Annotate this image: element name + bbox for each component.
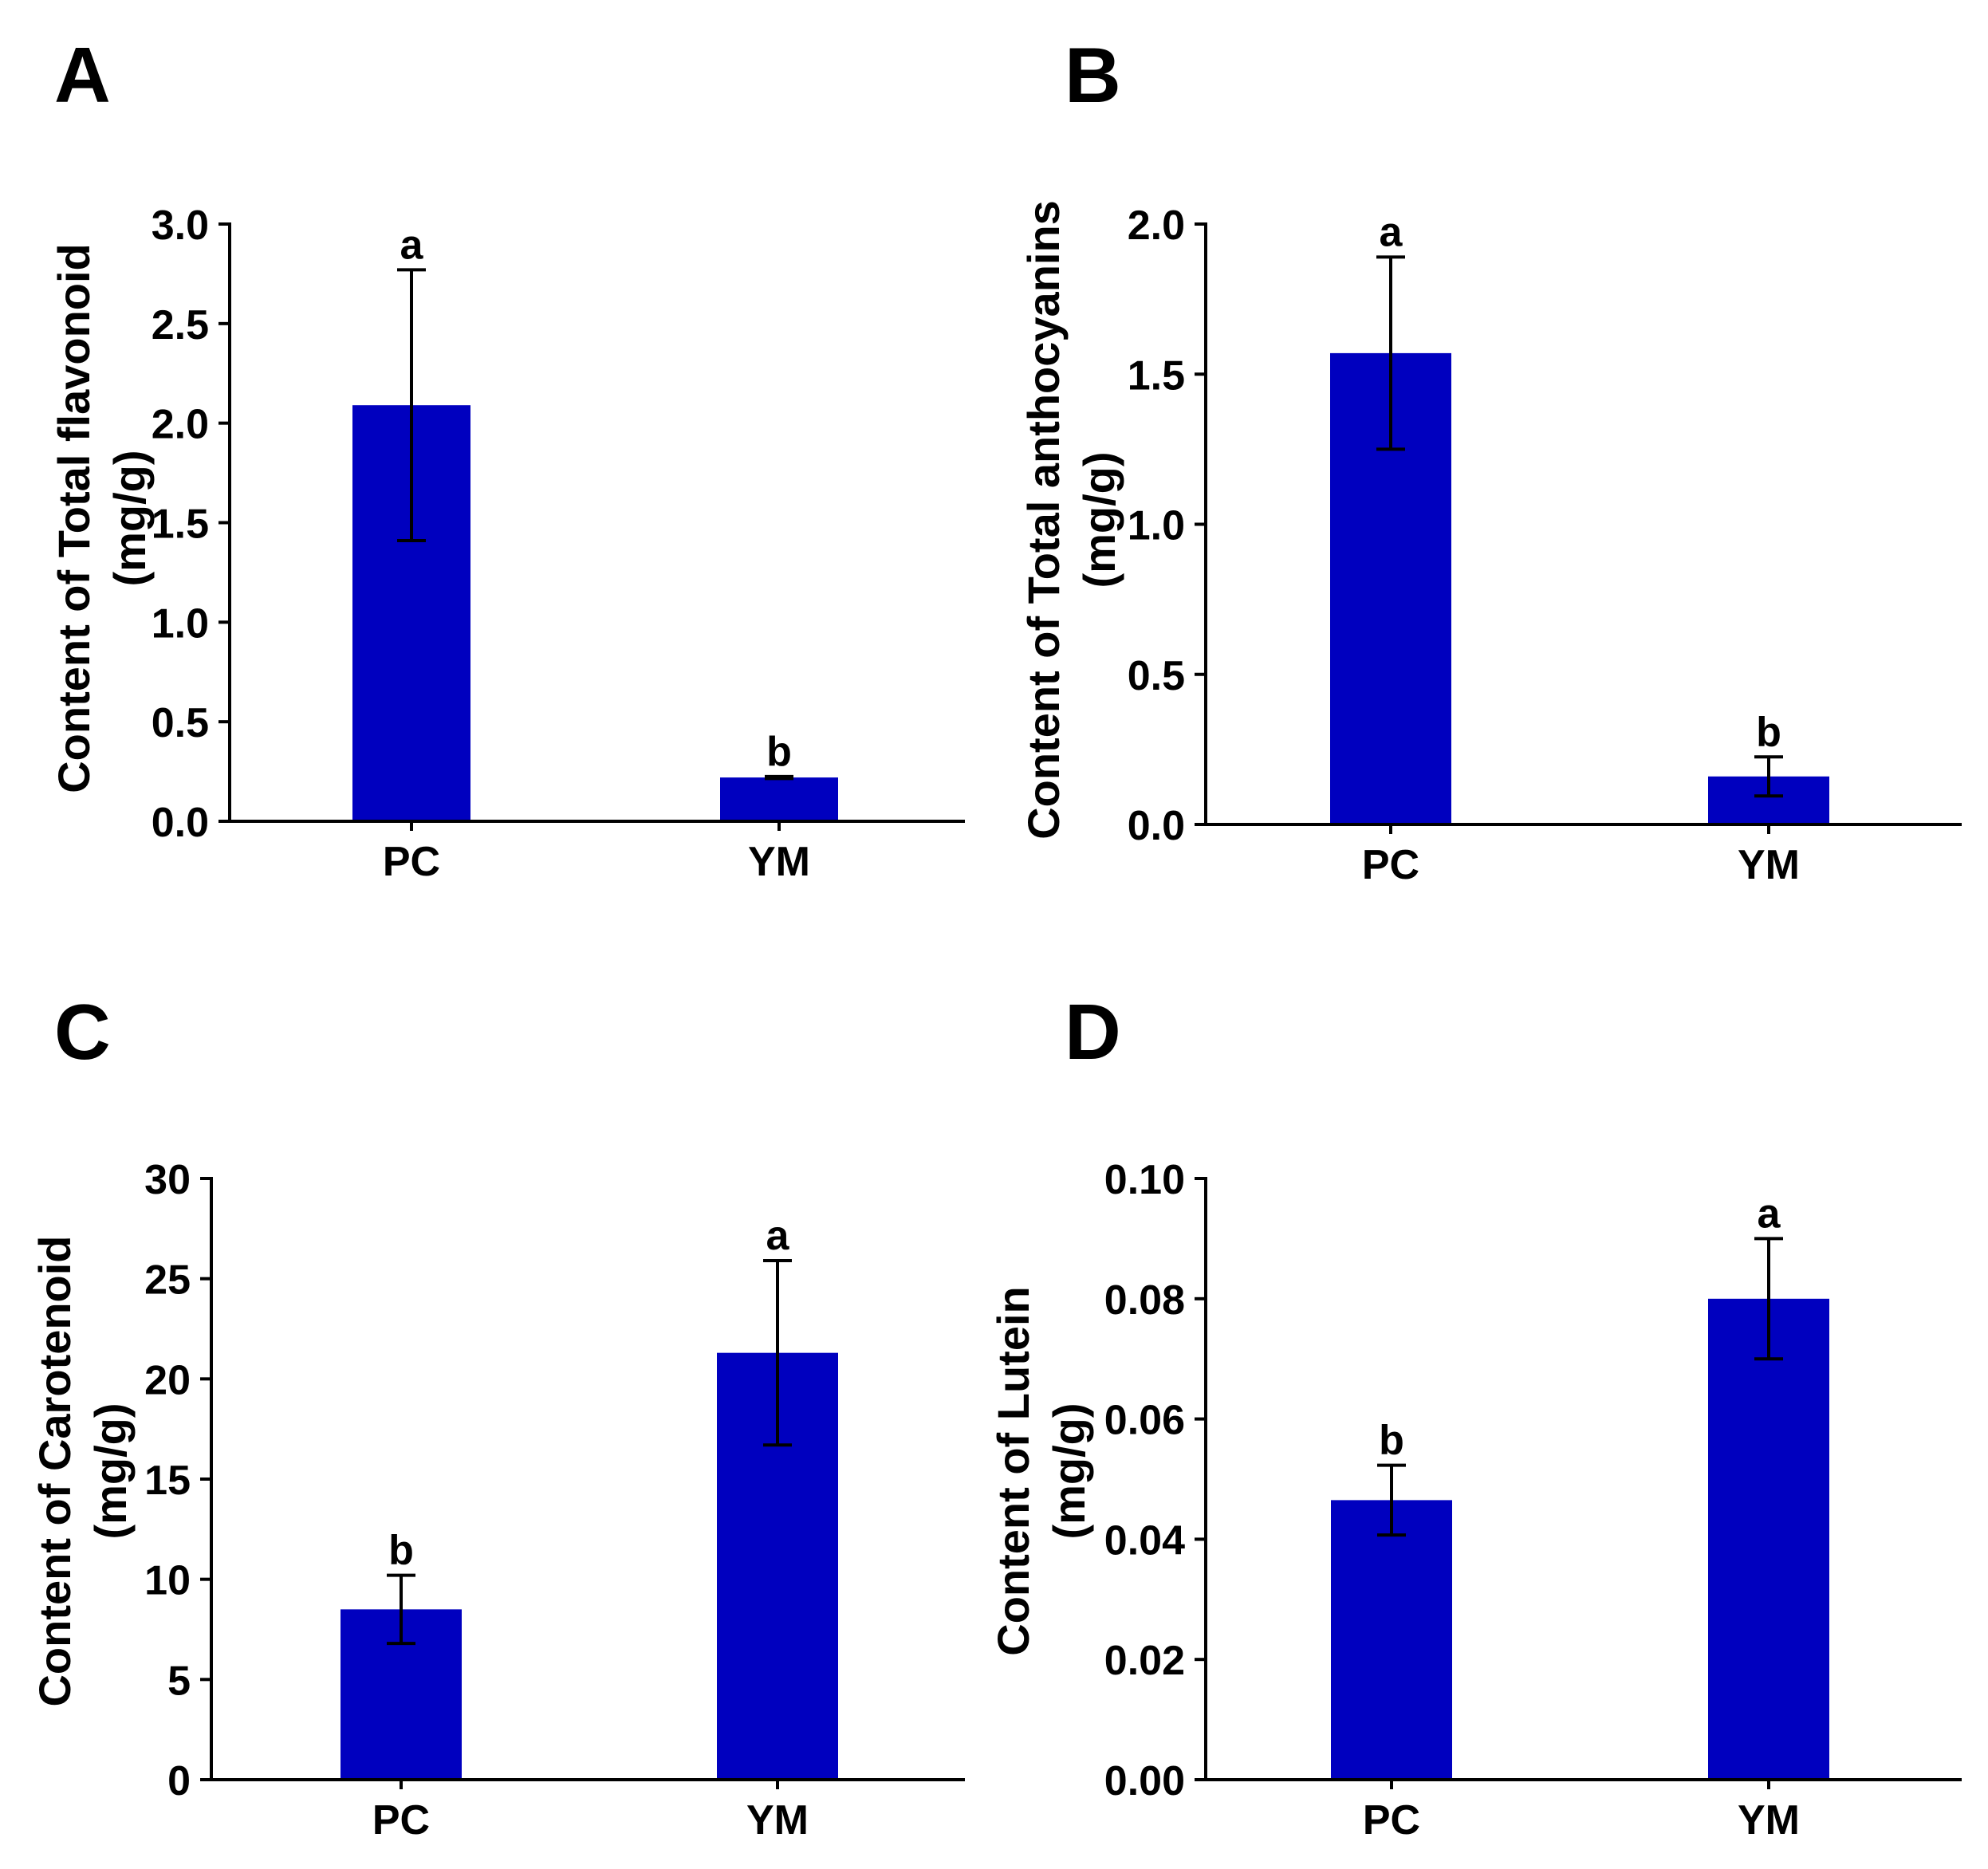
y-tick-label-b: 0.5 <box>1128 653 1185 699</box>
y-tick-label-a: 0.0 <box>152 800 209 846</box>
panel-label-a: A <box>54 31 111 119</box>
x-tick-label-c-ym: YM <box>746 1797 809 1843</box>
y-axis-unit-a: (mg/g) <box>104 450 155 586</box>
x-tick-label-a-pc: PC <box>383 839 440 885</box>
x-tick-label-b-ym: YM <box>1738 842 1800 888</box>
panel-label-b: B <box>1065 31 1121 119</box>
panel-c: C Content of Carotenoid (mg/g) 0 5 10 15 20 2… <box>30 988 965 1843</box>
y-tick-label-d: 0.00 <box>1104 1758 1185 1804</box>
y-axis-unit-d: (mg/g) <box>1044 1403 1094 1539</box>
panel-a: A Content of Total flavonoid (mg/g) 0.00… <box>49 31 965 885</box>
significance-label-d-pc: b <box>1379 1418 1404 1464</box>
bar-d-ym <box>1708 1298 1829 1780</box>
y-tick-label-d: 0.04 <box>1104 1517 1185 1564</box>
y-tick-label-b: 1.5 <box>1128 352 1185 399</box>
plot-area-c: 0 5 10 15 20 25 30 PC YM b a <box>144 1157 965 1843</box>
y-axis-title-d: Content of Lutein <box>988 1286 1038 1655</box>
y-tick-label-c: 15 <box>144 1458 191 1504</box>
significance-label-c-pc: b <box>388 1528 414 1574</box>
significance-label-a-ym: b <box>766 729 792 775</box>
y-tick-label-d: 0.10 <box>1104 1157 1185 1203</box>
x-tick-label-d-pc: PC <box>1363 1797 1420 1843</box>
y-tick-label-d: 0.02 <box>1104 1638 1185 1684</box>
y-tick-label-a: 3.0 <box>152 203 209 249</box>
y-axis-title-a: Content of Total flavonoid <box>49 243 99 793</box>
panel-b: B Content of Total anthocyanins (mg/g) 0… <box>1018 31 1962 888</box>
y-axis-unit-c: (mg/g) <box>85 1403 136 1539</box>
x-tick-label-b-pc: PC <box>1362 842 1419 888</box>
y-axis-title-b: Content of Total anthocyanins <box>1018 200 1069 840</box>
y-tick-label-a: 1.5 <box>152 502 209 548</box>
y-tick-label-c: 25 <box>144 1257 191 1304</box>
y-tick-label-c: 20 <box>144 1357 191 1403</box>
bar-a-ym <box>720 777 838 821</box>
y-tick-label-a: 0.5 <box>152 700 209 746</box>
significance-label-c-ym: a <box>766 1213 790 1259</box>
significance-label-b-ym: b <box>1756 709 1781 755</box>
y-tick-label-c: 30 <box>144 1157 191 1203</box>
y-tick-label-a: 1.0 <box>152 600 209 647</box>
x-tick-label-d-ym: YM <box>1738 1797 1800 1843</box>
x-tick-label-a-ym: YM <box>748 839 810 885</box>
plot-area-d: 0.00 0.02 0.04 0.06 0.08 0.10 PC YM b a <box>1104 1157 1962 1843</box>
y-tick-label-c: 10 <box>144 1558 191 1604</box>
y-tick-label-b: 1.0 <box>1128 503 1185 549</box>
y-tick-label-b: 0.0 <box>1128 803 1185 849</box>
y-tick-label-d: 0.08 <box>1104 1277 1185 1324</box>
y-tick-label-c: 5 <box>167 1658 191 1704</box>
y-axis-unit-b: (mg/g) <box>1074 451 1124 588</box>
plot-area-b: 0.0 0.5 1.0 1.5 2.0 PC YM a b <box>1128 203 1962 888</box>
x-tick-label-c-pc: PC <box>372 1797 430 1843</box>
y-tick-label-a: 2.5 <box>152 302 209 348</box>
y-axis-title-c: Content of Carotenoid <box>30 1235 80 1706</box>
panel-d: D Content of Lutein (mg/g) 0.000.020.040… <box>988 988 1962 1843</box>
significance-label-d-ym: a <box>1758 1190 1781 1237</box>
y-tick-label-d: 0.06 <box>1104 1398 1185 1444</box>
y-tick-label-a: 2.0 <box>152 402 209 448</box>
y-tick-label-c: 0 <box>167 1758 191 1804</box>
significance-label-a-pc: a <box>400 222 424 268</box>
bar-d-pc <box>1331 1500 1452 1780</box>
panel-label-c: C <box>54 988 111 1076</box>
y-tick-label-b: 2.0 <box>1128 203 1185 249</box>
significance-label-b-pc: a <box>1380 209 1403 255</box>
plot-area-a: 0.0 0.5 1.0 1.5 2.0 2.5 3.0 PC YM a b <box>152 203 965 885</box>
panel-label-d: D <box>1065 988 1121 1076</box>
